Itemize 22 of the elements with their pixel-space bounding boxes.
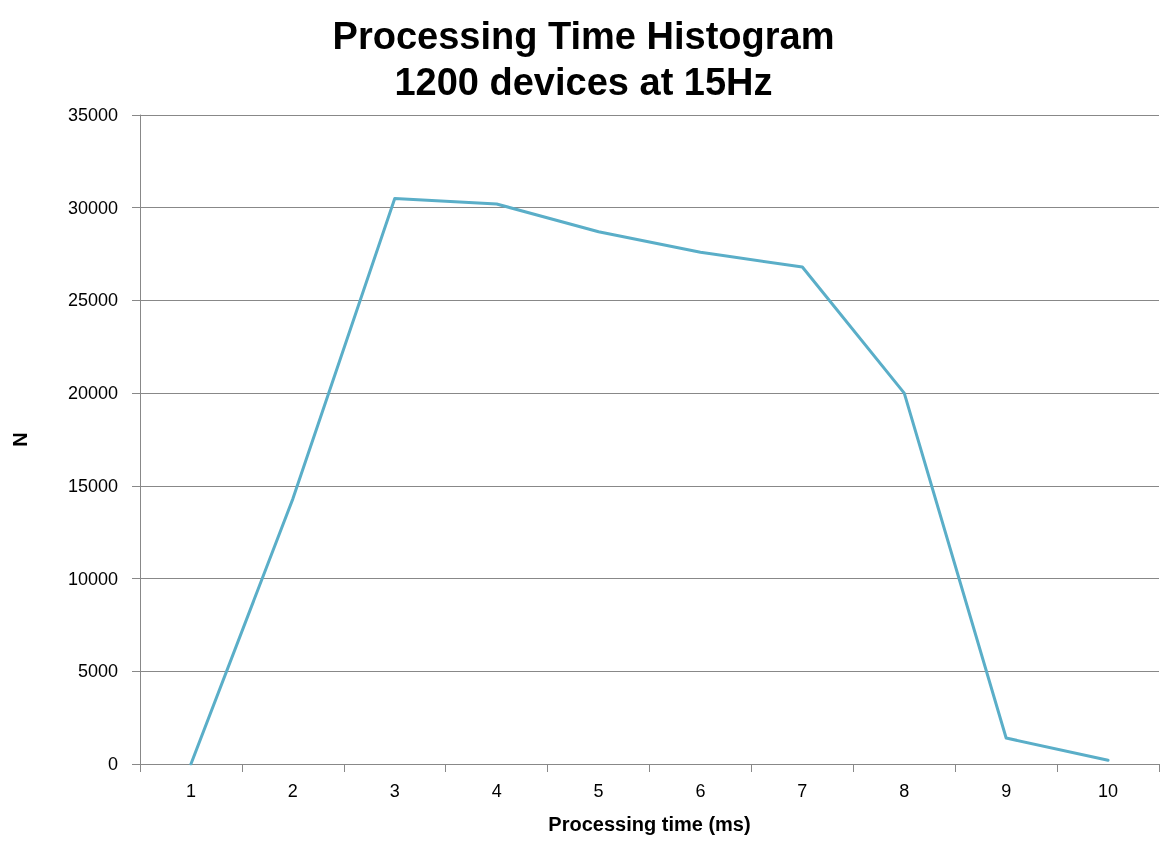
x-tick-label: 8 [899,781,910,801]
x-tick-label: 5 [593,781,604,801]
y-tick-label: 25000 [67,290,118,311]
x-tick-label: 10 [1098,781,1119,801]
x-tick-label: 7 [797,781,808,801]
y-tick-label: 10000 [67,568,118,589]
x-axis-title: Processing time (ms) [548,813,751,835]
x-tick-label: 6 [695,781,706,801]
y-tick-label: 30000 [67,197,118,218]
y-tick-label: 20000 [67,383,118,404]
x-tick-label: 2 [287,781,298,801]
x-tick-label: 9 [1001,781,1012,801]
x-tick-label: 1 [185,781,196,801]
line-series [189,196,1110,766]
y-axis-title: N [9,432,31,447]
y-tick-label: 15000 [67,475,118,496]
y-tick-label: 5000 [77,661,118,682]
x-tick-label: 4 [491,781,502,801]
y-tick-label: 35000 [67,105,118,125]
x-tick-label: 3 [389,781,400,801]
chart-title: Processing Time Histogram 1200 devices at 15Hz [332,15,835,103]
y-tick-label: 0 [107,754,118,774]
